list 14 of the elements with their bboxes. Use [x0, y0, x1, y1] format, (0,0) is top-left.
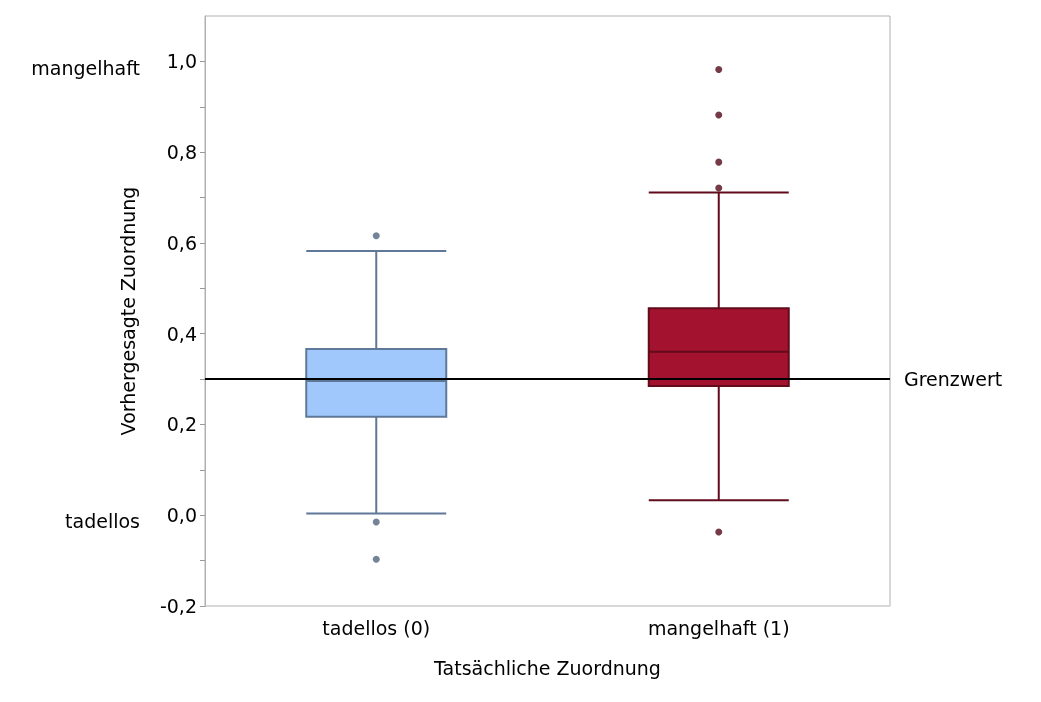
y-tick-label: -0,2 [159, 595, 197, 617]
text: mangelhaft [31, 56, 140, 79]
y-tick-label: 0,0 [166, 504, 197, 527]
y-tick-label: 0,6 [166, 231, 197, 254]
x-axis-title: Tatsächliche Zuordnung [433, 656, 661, 679]
y-tick-label: 0,2 [166, 413, 197, 436]
y-axis-title: Vorhergesagte Zuordnung [116, 186, 139, 436]
y-tick-label: 1,0 [166, 50, 197, 73]
x-tick-label: mangelhaft (1) [647, 616, 790, 639]
y-tick-label: 0,8 [166, 141, 197, 164]
y-tick-label: 0,4 [166, 322, 197, 345]
ref-line-label: Grenzwert [904, 368, 1003, 391]
x-tick-label: tadellos (0) [322, 616, 431, 639]
text: tadellos [65, 509, 140, 532]
